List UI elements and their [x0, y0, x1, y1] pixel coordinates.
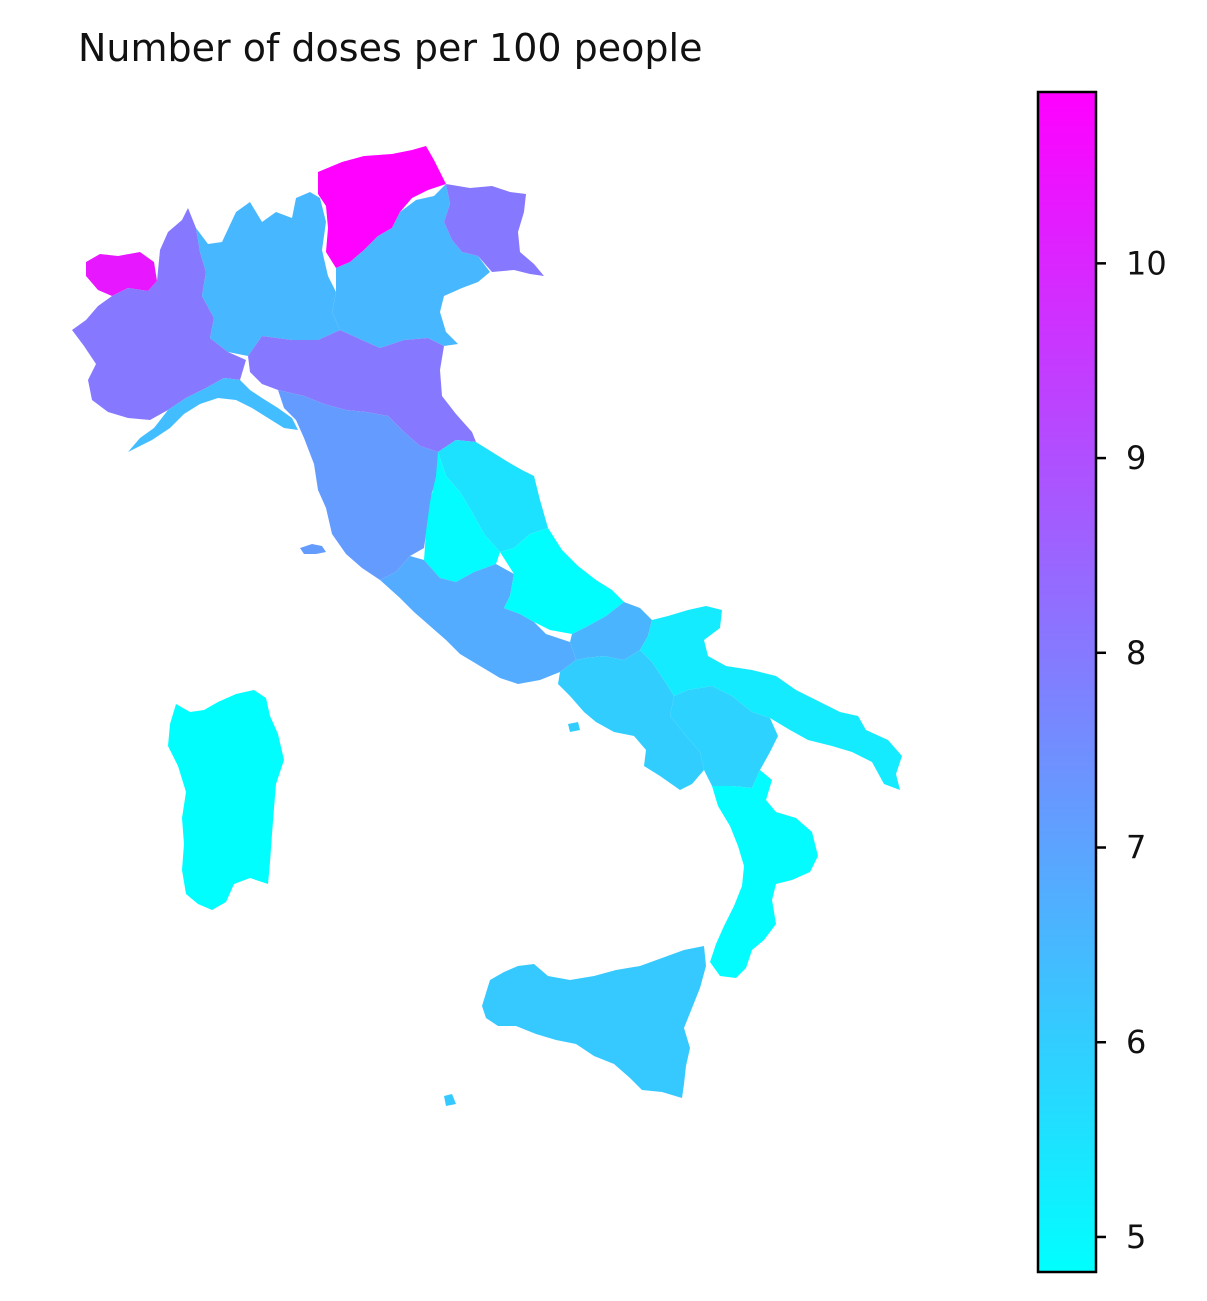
region-basilicata: [670, 686, 778, 788]
colorbar-gradient: [1038, 92, 1096, 1272]
colorbar-tick-label: 7: [1126, 829, 1146, 867]
colorbar-ticks: 5 6 7 8 9 10: [1096, 244, 1167, 1256]
colorbar-tick-label: 9: [1126, 439, 1146, 477]
region-campania-islands: [568, 722, 580, 732]
region-calabria: [710, 770, 818, 978]
region-abruzzo: [500, 528, 624, 634]
colorbar-tick-label: 6: [1126, 1023, 1146, 1061]
region-puglia: [640, 606, 902, 790]
regions-layer: [72, 146, 902, 1106]
region-valle-d-aosta: [86, 252, 157, 296]
map-title: Number of doses per 100 people: [78, 26, 703, 70]
region-marche: [438, 440, 548, 552]
colorbar-frame: [1036, 90, 1098, 1274]
colorbar-tick-label: 8: [1126, 634, 1146, 672]
region-sardegna: [168, 690, 284, 910]
region-campania: [558, 650, 704, 790]
region-trentino-alto-adige: [318, 146, 446, 268]
region-veneto: [332, 184, 490, 348]
region-lombardia: [196, 192, 340, 356]
region-piemonte: [72, 208, 246, 420]
colorbar: 5 6 7 8 9 10: [1036, 90, 1167, 1274]
region-toscana: [278, 390, 440, 580]
region-emilia-romagna: [248, 330, 476, 452]
region-umbria: [424, 452, 500, 582]
region-sicilia-islands: [444, 1094, 456, 1106]
region-liguria: [128, 378, 298, 452]
colorbar-tick-label: 5: [1126, 1218, 1146, 1256]
colorbar-tick-label: 10: [1126, 244, 1167, 282]
region-friuli-venezia-giulia: [444, 184, 544, 276]
region-lazio: [380, 556, 576, 684]
region-sicilia: [482, 946, 706, 1098]
region-molise: [570, 602, 652, 660]
region-toscana-islands: [300, 544, 326, 554]
